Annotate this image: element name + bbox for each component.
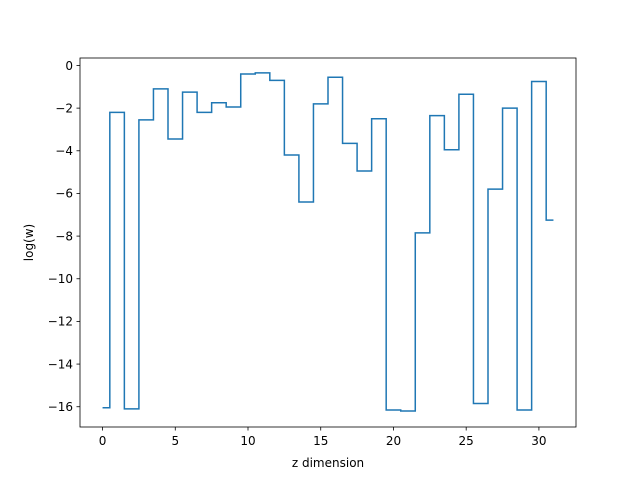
y-tick-label: −6 bbox=[55, 187, 73, 201]
y-tick-label: −14 bbox=[48, 357, 73, 371]
x-tick-label: 10 bbox=[240, 434, 255, 448]
plot-area bbox=[102, 72, 554, 412]
y-tick-label: −4 bbox=[55, 144, 73, 158]
x-tick-label: 5 bbox=[171, 434, 179, 448]
axes-frame bbox=[79, 57, 577, 428]
x-tick-label: 30 bbox=[531, 434, 546, 448]
x-tick-label: 15 bbox=[313, 434, 328, 448]
x-axis-label: z dimension bbox=[292, 456, 364, 470]
y-axis-label: log(w) bbox=[22, 224, 36, 261]
series-line-0 bbox=[102, 72, 554, 412]
y-tick-label: −2 bbox=[55, 101, 73, 115]
x-tick-label: 0 bbox=[99, 434, 107, 448]
y-tick-label: −12 bbox=[48, 315, 73, 329]
y-tick-label: −8 bbox=[55, 229, 73, 243]
x-tick-label: 25 bbox=[459, 434, 474, 448]
y-tick-label: −16 bbox=[48, 400, 73, 414]
axis-ticks: 0 5 10 15 20 25 30 0 −2 −4 −6 −8 −10 −12 −14 −16 bbox=[48, 59, 547, 448]
x-tick-label: 20 bbox=[386, 434, 401, 448]
y-tick-label: −10 bbox=[48, 272, 73, 286]
y-tick-label: 0 bbox=[65, 59, 73, 73]
